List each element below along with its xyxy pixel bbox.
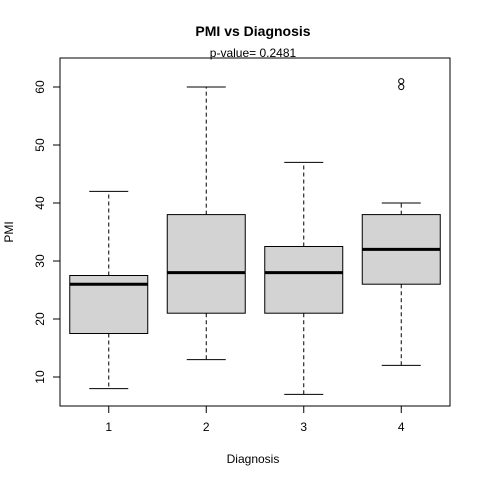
box-group-4 [361, 78, 441, 366]
y-tick-label: 60 [33, 80, 47, 94]
x-axis: 1 2 3 4 [105, 405, 405, 434]
box-iqr [264, 246, 344, 314]
x-tick-label: 3 [300, 420, 307, 434]
box-group-1 [69, 190, 149, 390]
y-tick-label: 10 [33, 370, 47, 384]
y-tick-label: 50 [33, 138, 47, 152]
y-axis-label: PMI [2, 221, 16, 242]
chart-subtitle: p-value= 0.2481 [210, 46, 297, 60]
chart-title: PMI vs Diagnosis [195, 23, 310, 39]
y-tick-label: 30 [33, 254, 47, 268]
box-iqr [166, 214, 246, 314]
outlier-point [398, 78, 405, 85]
x-tick-label: 2 [203, 420, 210, 434]
y-axis: 10 20 30 40 50 60 [33, 80, 61, 384]
x-axis-label: Diagnosis [227, 452, 280, 466]
x-tick-label: 4 [398, 420, 405, 434]
box-group-2 [166, 86, 246, 361]
x-tick-label: 1 [105, 420, 112, 434]
outlier-point [398, 83, 405, 91]
plot-area: 1 2 3 4 10 20 30 40 50 60 [33, 57, 451, 434]
y-tick-label: 20 [33, 312, 47, 326]
y-tick-label: 40 [33, 196, 47, 210]
box-group-3 [264, 161, 344, 395]
